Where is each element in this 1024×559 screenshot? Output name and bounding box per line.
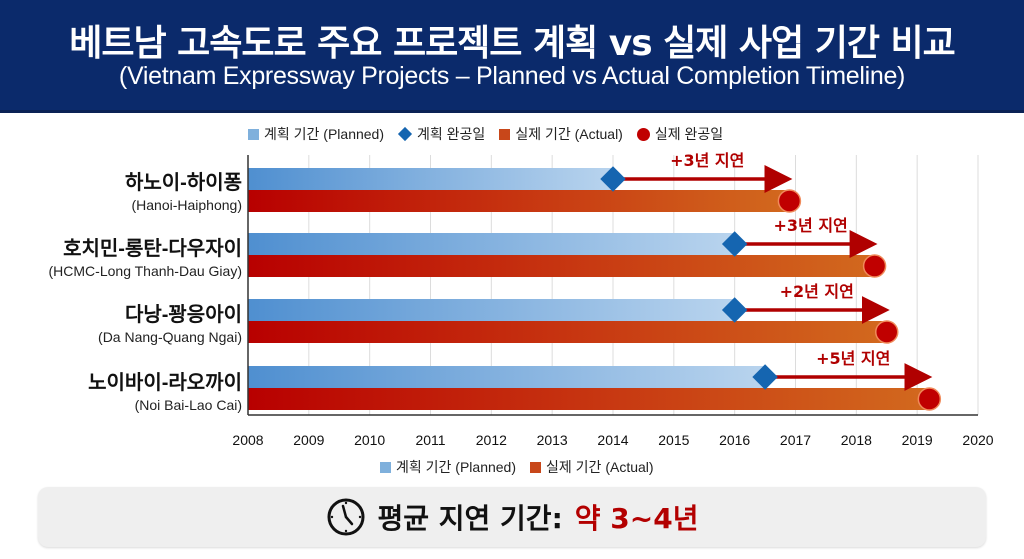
actual-completion-circle [862,254,887,278]
x-tick-label: 2008 [232,432,263,448]
legend-label: 실제 기간 (Actual) [546,459,654,475]
legend-item-planned: 계획 기간 (Planned) [248,124,384,144]
delay-label: +2년 지연 [780,282,854,301]
project-name-en: (Noi Bai-Lao Cai) [134,397,242,413]
summary-box: 평균 지연 기간: 약 3~4년 [38,487,986,547]
summary-label: 평균 지연 기간: [377,502,563,535]
x-tick-label: 2020 [962,432,993,448]
x-tick-label: 2017 [780,432,811,448]
project-name-ko: 하노이-하이퐁 [124,172,242,194]
legend-item-planned: 계획 기간 (Planned) [380,457,516,477]
circle-icon [636,127,650,141]
project-label-hanoi: 하노이-하이퐁 (Hanoi-Haiphong) [125,166,242,213]
project-label-noibai: 노이바이-라오까이 (Noi Bai-Lao Cai) [88,366,242,413]
planned-completion-diamond [752,364,778,390]
x-tick-label: 2019 [902,432,933,448]
planned-bar [248,366,766,388]
delay-label: +3년 지연 [773,216,847,235]
legend-label: 계획 기간 (Planned) [264,126,385,142]
legend-label: 실제 기간 (Actual) [515,126,623,142]
actual-swatch-icon [530,461,542,473]
actual-completion-circle [777,189,802,213]
delay-label: +5년 지연 [816,349,890,368]
legend-item-planned-completion: 계획 완공일 [397,124,486,144]
x-tick-label: 2009 [293,432,324,448]
x-tick-label: 2015 [658,432,689,448]
x-tick-label: 2013 [537,432,568,448]
project-name-en: (Hanoi-Haiphong) [131,197,242,213]
legend-bottom: 계획 기간 (Planned) 실제 기간 (Actual) [380,457,662,477]
x-tick-label: 2012 [476,432,507,448]
planned-bar [248,168,613,190]
actual-completion-circle [917,387,942,411]
actual-bar [248,388,930,410]
planned-swatch-icon [380,461,391,473]
page-title: 베트남 고속도로 주요 프로젝트 계획 vs 실제 사업 기간 비교 [69,23,955,64]
clock-icon [327,498,365,536]
planned-completion-diamond [721,297,748,323]
summary-value: 약 3~4년 [574,502,699,535]
x-tick-label: 2016 [719,432,750,448]
legend-label: 계획 완공일 [417,126,486,142]
planned-bar [248,233,735,255]
legend-item-actual: 실제 기간 (Actual) [530,457,654,477]
project-name-en: (Da Nang-Quang Ngai) [98,329,242,345]
actual-bar [248,190,790,212]
actual-bar [248,255,875,277]
actual-bar [248,321,887,343]
planned-swatch-icon [248,128,259,140]
header-banner: 베트남 고속도로 주요 프로젝트 계획 vs 실제 사업 기간 비교 (Viet… [0,0,1024,113]
project-name-en: (HCMC-Long Thanh-Dau Giay) [48,263,242,279]
project-name-ko: 다낭-꽝응아이 [124,304,242,326]
planned-bar [248,299,735,321]
project-label-danang: 다낭-꽝응아이 (Da Nang-Quang Ngai) [98,298,242,345]
legend-item-actual: 실제 기간 (Actual) [499,124,623,144]
legend-top: 계획 기간 (Planned) 계획 완공일 실제 기간 (Actual) 실제… [248,124,731,144]
delay-label: +3년 지연 [670,151,744,170]
x-tick-label: 2011 [415,432,445,448]
planned-completion-diamond [721,231,748,257]
actual-completion-circle [875,320,899,344]
project-label-hcmc: 호치민-롱탄-다우자이 (HCMC-Long Thanh-Dau Giay) [49,232,242,279]
actual-swatch-icon [499,128,511,140]
page-subtitle: (Vietnam Expressway Projects – Planned v… [118,62,906,90]
x-tick-label: 2010 [354,432,385,448]
legend-label: 실제 완공일 [654,126,724,142]
project-name-ko: 노이바이-라오까이 [88,372,242,394]
legend-item-actual-completion: 실제 완공일 [636,124,724,144]
x-tick-label: 2018 [841,432,872,448]
x-tick-label: 2014 [597,432,628,448]
project-name-ko: 호치민-롱탄-다우자이 [63,238,242,260]
legend-label: 계획 기간 (Planned) [396,459,517,475]
planned-completion-diamond [600,166,626,192]
